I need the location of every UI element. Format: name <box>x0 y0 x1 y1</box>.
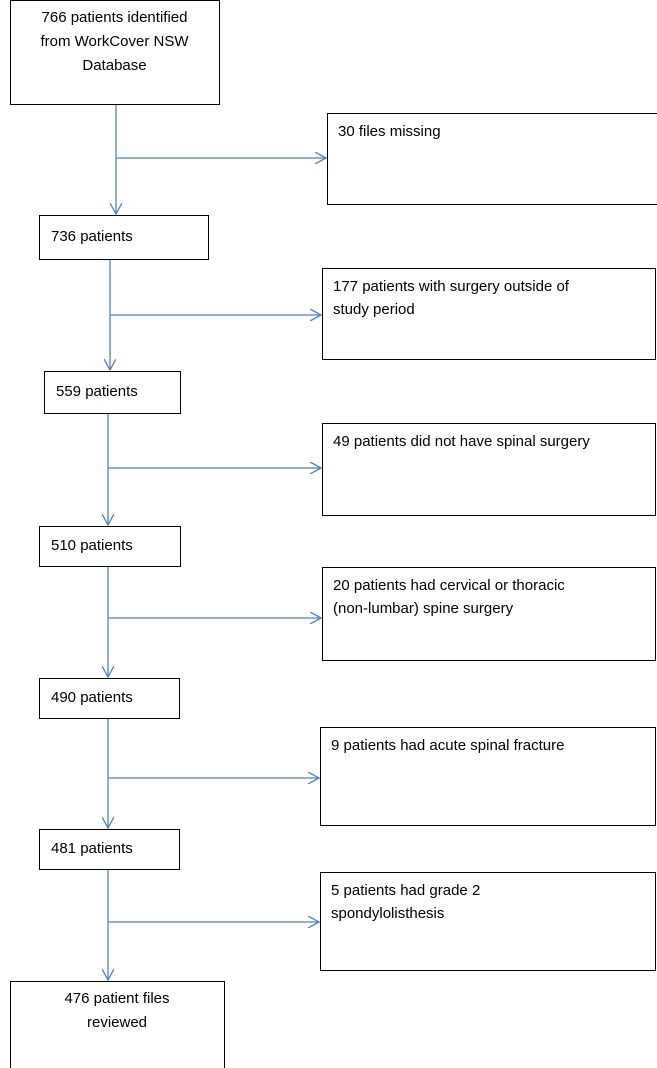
box-label: 766 patients identified <box>42 9 188 26</box>
exclusion-label: 49 patients did not have spinal surgery <box>333 433 590 450</box>
process-box <box>39 215 209 260</box>
process-box <box>44 371 181 414</box>
process-box <box>10 0 220 105</box>
box-label: 476 patient files <box>64 990 169 1007</box>
box-label: 559 patients <box>56 383 138 400</box>
exclusion-box <box>322 423 656 516</box>
process-box <box>39 829 180 870</box>
exclusion-label: 30 files missing <box>338 123 441 140</box>
box-label: from WorkCover NSW <box>40 33 189 50</box>
exclusion-label: 177 patients with surgery outside of <box>333 278 570 295</box>
exclusion-label: spondylolisthesis <box>331 905 444 922</box>
exclusion-box <box>322 268 656 360</box>
exclusion-label: study period <box>333 301 415 318</box>
exclusion-box <box>322 567 656 661</box>
process-box <box>39 526 181 567</box>
box-label: 481 patients <box>51 840 133 857</box>
box-label: 490 patients <box>51 689 133 706</box>
exclusion-label: 9 patients had acute spinal fracture <box>331 737 564 754</box>
exclusion-box <box>327 113 657 205</box>
box-label: Database <box>82 57 146 74</box>
box-label: 736 patients <box>51 228 133 245</box>
exclusion-box <box>320 872 656 971</box>
process-box <box>10 981 225 1068</box>
process-box <box>39 678 180 719</box>
box-label: reviewed <box>87 1014 147 1031</box>
exclusion-label: 5 patients had grade 2 <box>331 882 480 899</box>
exclusion-label: 20 patients had cervical or thoracic <box>333 577 565 594</box>
exclusion-box <box>320 727 656 826</box>
exclusion-label: (non-lumbar) spine surgery <box>333 600 514 617</box>
box-label: 510 patients <box>51 537 133 554</box>
